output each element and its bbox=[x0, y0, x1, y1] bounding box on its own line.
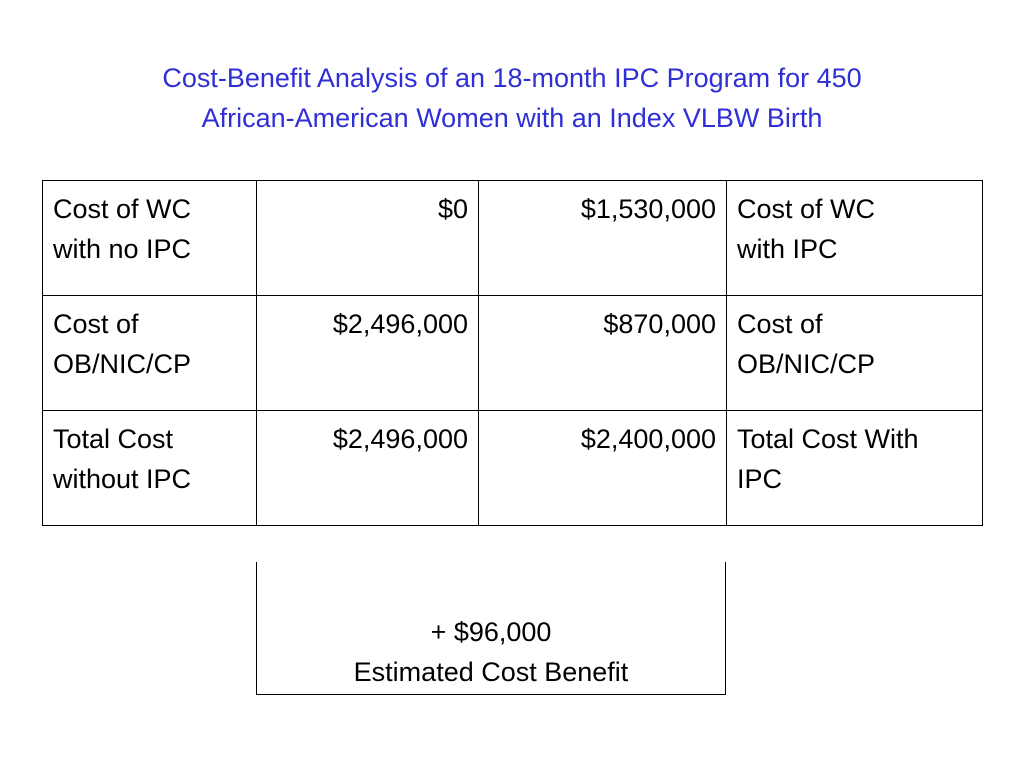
table-row-wc-cost: Cost of WC with no IPC $0 $1,530,000 Cos… bbox=[42, 180, 983, 296]
slide-title: Cost-Benefit Analysis of an 18-month IPC… bbox=[0, 58, 1024, 138]
table-row-ob-cost: Cost of OB/NIC/CP $2,496,000 $870,000 Co… bbox=[42, 295, 983, 411]
ob-cost-with-ipc: $870,000 bbox=[478, 295, 727, 411]
row-label-wc-no-ipc: Cost of WC with no IPC bbox=[42, 180, 257, 296]
row-label-wc-with-ipc: Cost of WC with IPC bbox=[726, 180, 983, 296]
ob-cost-without-ipc: $2,496,000 bbox=[256, 295, 479, 411]
row-label-total-without-ipc: Total Cost without IPC bbox=[42, 410, 257, 526]
title-line-2: African-American Women with an Index VLB… bbox=[201, 103, 823, 133]
benefit-amount: + $96,000 bbox=[430, 617, 552, 647]
benefit-label: Estimated Cost Benefit bbox=[353, 657, 629, 687]
total-cost-with-ipc: $2,400,000 bbox=[478, 410, 727, 526]
row-label-ob-left: Cost of OB/NIC/CP bbox=[42, 295, 257, 411]
wc-cost-without-ipc: $0 bbox=[256, 180, 479, 296]
row-label-ob-right: Cost of OB/NIC/CP bbox=[726, 295, 983, 411]
total-cost-without-ipc: $2,496,000 bbox=[256, 410, 479, 526]
estimated-cost-benefit-box: + $96,000 Estimated Cost Benefit bbox=[256, 562, 726, 695]
table-row-total-cost: Total Cost without IPC $2,496,000 $2,400… bbox=[42, 410, 983, 526]
cost-benefit-table: Cost of WC with no IPC $0 $1,530,000 Cos… bbox=[42, 180, 983, 526]
title-line-1: Cost-Benefit Analysis of an 18-month IPC… bbox=[162, 63, 862, 93]
row-label-total-with-ipc: Total Cost With IPC bbox=[726, 410, 983, 526]
wc-cost-with-ipc: $1,530,000 bbox=[478, 180, 727, 296]
